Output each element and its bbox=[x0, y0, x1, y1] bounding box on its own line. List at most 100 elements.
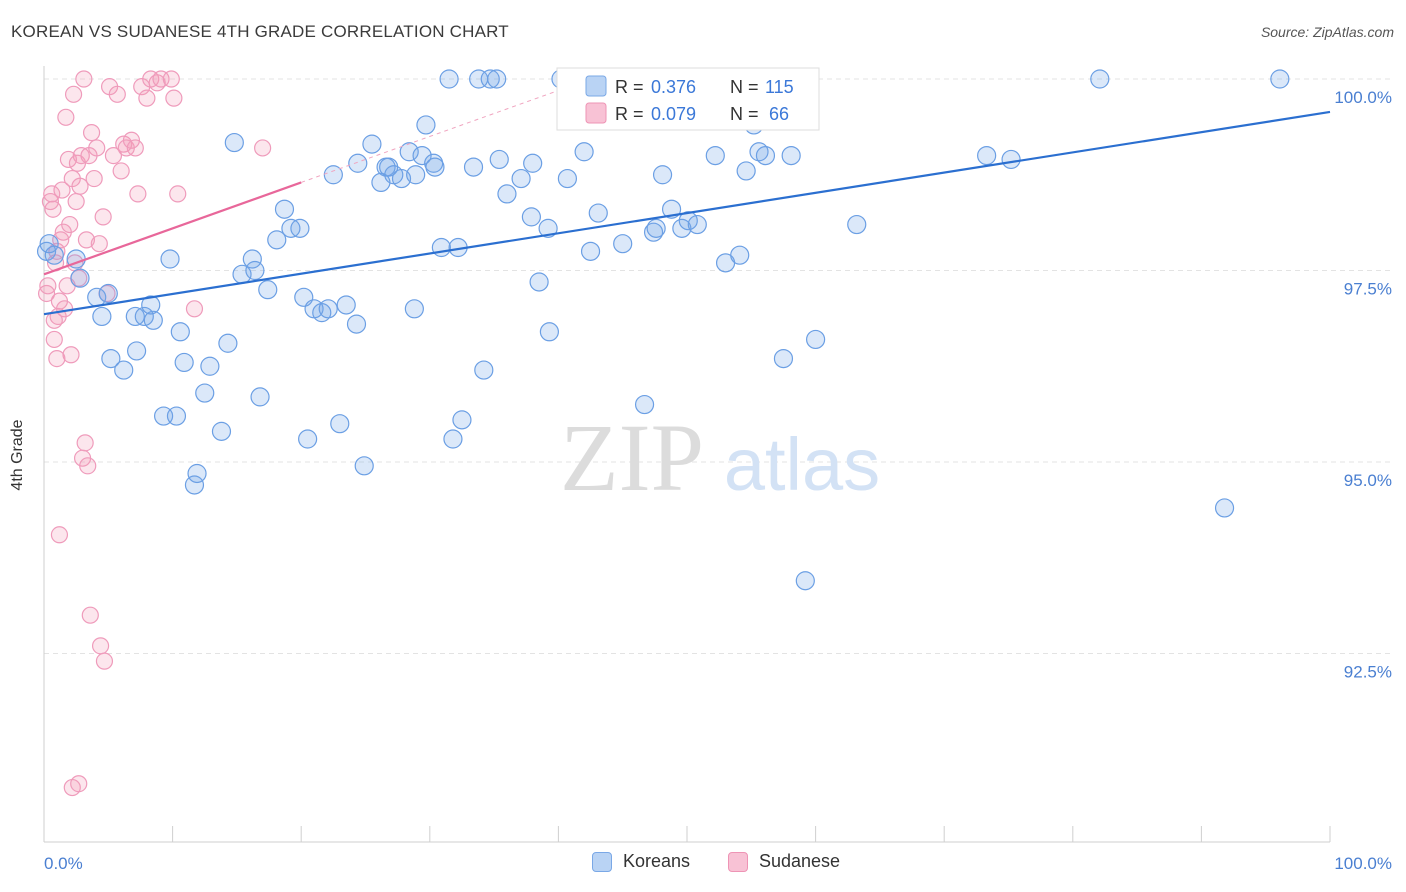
y-tick-label: 97.5% bbox=[1344, 280, 1392, 299]
sudanese-point bbox=[62, 346, 80, 364]
y-tick-label: 95.0% bbox=[1344, 471, 1392, 490]
korean-point bbox=[404, 299, 424, 319]
korean-point bbox=[511, 168, 531, 189]
sudanese-point bbox=[95, 652, 114, 670]
korean-point bbox=[557, 168, 578, 189]
korean-point bbox=[267, 230, 287, 250]
sudanese-point bbox=[85, 169, 103, 188]
legend-r-value-2: 0.079 bbox=[651, 104, 696, 124]
sudanese-point bbox=[76, 434, 94, 452]
korean-point bbox=[1090, 69, 1110, 89]
korean-point bbox=[412, 146, 432, 166]
korean-point bbox=[480, 69, 500, 89]
koreans-trend-line bbox=[43, 110, 1331, 316]
legend-r-value-1: 0.376 bbox=[651, 77, 696, 97]
sudanese-point bbox=[57, 108, 75, 126]
korean-point bbox=[101, 348, 121, 369]
korean-point bbox=[323, 165, 343, 185]
sudanese-point bbox=[90, 235, 108, 253]
korean-point bbox=[330, 414, 350, 434]
legend-r-label-2: R = bbox=[615, 104, 644, 124]
sudanese-point bbox=[75, 70, 93, 88]
korean-point bbox=[795, 571, 815, 591]
sudanese-point bbox=[79, 457, 97, 475]
korean-point bbox=[463, 157, 484, 177]
korean-point bbox=[70, 268, 90, 288]
korean-point bbox=[529, 272, 549, 292]
korean-point bbox=[399, 142, 419, 162]
korean-point bbox=[687, 214, 707, 235]
korean-point bbox=[224, 132, 244, 153]
sudanese-point bbox=[185, 300, 204, 318]
grid-lines bbox=[44, 78, 1392, 654]
korean-point bbox=[538, 218, 558, 238]
legend-swatch-sudanese-bottom bbox=[728, 851, 748, 872]
korean-point bbox=[348, 153, 368, 173]
legend-label-sudanese: Sudanese bbox=[759, 851, 841, 871]
legend-swatch-koreans bbox=[585, 75, 607, 97]
sudanese-point bbox=[45, 330, 63, 349]
sudanese-point bbox=[88, 139, 106, 157]
korean-point bbox=[141, 295, 161, 315]
korean-point bbox=[362, 134, 382, 154]
korean-point bbox=[646, 218, 666, 238]
watermark-atlas: atlas bbox=[724, 423, 880, 506]
korean-point bbox=[634, 394, 655, 415]
sudanese-point bbox=[165, 89, 183, 107]
korean-point bbox=[705, 146, 725, 166]
y-tick-label: 100.0% bbox=[1334, 88, 1392, 107]
x-tick-label-start: 0.0% bbox=[44, 854, 83, 873]
korean-point bbox=[1214, 498, 1235, 518]
sudanese-point bbox=[138, 89, 156, 107]
korean-point bbox=[755, 146, 776, 166]
sudanese-point bbox=[61, 215, 79, 234]
chart-source: Source: ZipAtlas.com bbox=[1260, 24, 1394, 40]
watermark-zip: ZIP bbox=[560, 404, 704, 511]
x-tick-label-end: 100.0% bbox=[1334, 854, 1392, 873]
legend-box: R = 0.376 N = 115 R = 0.079 N = 66 bbox=[556, 67, 820, 131]
sudanese-point bbox=[108, 85, 126, 103]
korean-point bbox=[98, 283, 118, 304]
korean-point bbox=[170, 322, 190, 342]
korean-point bbox=[290, 218, 310, 238]
korean-point bbox=[391, 168, 412, 189]
korean-point bbox=[487, 69, 507, 89]
legend-n-label-2: N = bbox=[730, 104, 759, 124]
korean-point bbox=[425, 157, 445, 177]
korean-point bbox=[346, 314, 367, 334]
legend-n-value-1: 115 bbox=[765, 77, 794, 97]
sudanese-point bbox=[45, 311, 63, 329]
korean-point bbox=[523, 153, 543, 173]
chart-title: KOREAN VS SUDANESE 4TH GRADE CORRELATION… bbox=[11, 22, 509, 41]
legend-n-label-1: N = bbox=[730, 77, 759, 97]
korean-point bbox=[439, 69, 459, 89]
korean-point bbox=[652, 165, 673, 185]
legend-item-koreans: Koreans bbox=[592, 851, 690, 872]
sudanese-point bbox=[44, 200, 62, 218]
sudanese-point bbox=[104, 147, 123, 165]
watermark: ZIP atlas bbox=[560, 404, 880, 511]
legend-bottom: Koreans Sudanese bbox=[0, 851, 1406, 877]
korean-point bbox=[443, 429, 463, 449]
korean-point bbox=[44, 245, 64, 265]
korean-point bbox=[250, 387, 270, 407]
korean-point bbox=[166, 406, 187, 426]
legend-r-label-1: R = bbox=[615, 77, 644, 97]
korean-point bbox=[242, 249, 262, 269]
sudanese-point bbox=[48, 349, 66, 368]
korean-point bbox=[580, 241, 601, 261]
korean-point bbox=[298, 429, 318, 449]
sudanese-trend-line bbox=[43, 181, 302, 276]
korean-point bbox=[672, 218, 692, 238]
korean-point bbox=[406, 165, 426, 185]
korean-point bbox=[773, 348, 794, 369]
sudanese-point bbox=[91, 637, 110, 655]
korean-point bbox=[114, 360, 134, 380]
korean-point bbox=[245, 260, 265, 281]
korean-point bbox=[195, 383, 215, 403]
korean-point bbox=[805, 329, 826, 350]
korean-point bbox=[160, 249, 180, 269]
sudanese-point bbox=[71, 177, 89, 195]
sudanese-point bbox=[94, 208, 112, 226]
sudanese-point bbox=[67, 192, 85, 211]
